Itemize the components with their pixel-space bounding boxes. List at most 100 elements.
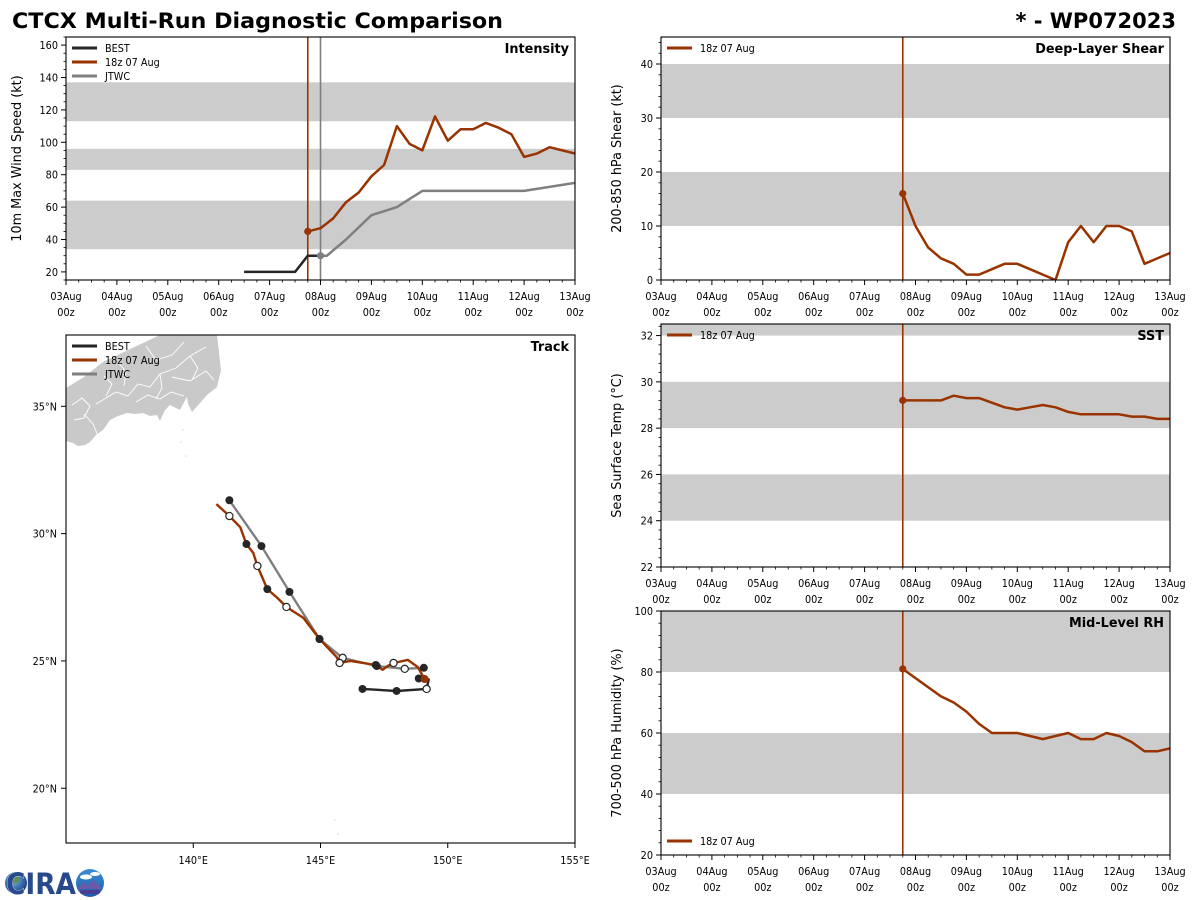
shear-title: Deep-Layer Shear [1035, 42, 1164, 57]
figure-header: CTCX Multi-Run Diagnostic Comparison * -… [12, 9, 1176, 33]
series-line-18z-07-aug [902, 667, 1170, 753]
y-axis-label: Sea Surface Temp (°C) [610, 373, 625, 517]
shear-panel: 03Aug 00z 04Aug 00z 05Aug 00z 06Aug 00z 07Aug 00z… [610, 36, 1186, 319]
legend-item: JTWC [72, 368, 130, 381]
rh-title: Mid-Level RH [1069, 616, 1164, 631]
x-tick-label-date: 03Aug [645, 577, 676, 590]
x-tick-label-hour: 00z [958, 881, 975, 894]
x-tick-label-hour: 00z [1009, 306, 1026, 319]
y-tick-label: 60 [641, 727, 653, 740]
threshold-band [661, 381, 1170, 429]
rh-plot-area [661, 611, 1170, 855]
y-axis-label: 700-500 hPa Humidity (%) [610, 648, 625, 817]
legend-label: JTWC [104, 368, 130, 381]
y-axis-label: 10m Max Wind Speed (kt) [10, 75, 25, 241]
legend-label: BEST [105, 340, 130, 353]
x-tick-label-date: 04Aug [696, 577, 727, 590]
x-tick-label-hour: 00z [1110, 306, 1127, 319]
rh-panel: 03Aug 00z 04Aug 00z 05Aug 00z 06Aug 00z 07Aug 00z… [610, 605, 1186, 894]
x-tick-label-date: 07Aug [849, 290, 880, 303]
x-tick-label: 150°E [433, 854, 462, 867]
x-tick-label-hour: 00z [363, 306, 380, 319]
y-tick-label: 26 [641, 469, 653, 482]
x-tick-label-hour: 00z [1161, 881, 1178, 894]
track-point-18z-07-aug [282, 602, 291, 612]
x-tick-label-hour: 00z [652, 306, 669, 319]
legend-label: 18z 07 Aug [105, 354, 160, 367]
y-tick-label: 40 [641, 788, 653, 801]
x-tick-label-date: 11Aug [1053, 865, 1084, 878]
prefecture-border [171, 370, 215, 382]
y-tick-label: 20 [46, 266, 58, 279]
track-point-best [422, 684, 431, 694]
series-line-jtwc [320, 181, 575, 257]
x-tick-label-hour: 00z [856, 306, 873, 319]
sst-plot-area [661, 324, 1170, 567]
intensity-plot-area [66, 37, 575, 280]
track-axes: 140°E 145°E 150°E 155°E 20°N 25°N 30°N 35°N [33, 401, 590, 867]
rh-legend: 18z 07 Aug [667, 835, 755, 848]
x-tick-label-date: 13Aug [1154, 865, 1185, 878]
y-tick-label: 30 [641, 112, 653, 125]
x-tick-label-date: 12Aug [1103, 865, 1134, 878]
x-tick-label-date: 06Aug [798, 577, 829, 590]
x-tick-label-date: 05Aug [152, 290, 183, 303]
track-point-18z-07-aug [389, 658, 398, 668]
x-tick-label-hour: 00z [159, 306, 176, 319]
x-tick-label-hour: 00z [57, 306, 74, 319]
x-tick-label-date: 07Aug [254, 290, 285, 303]
x-tick-label-date: 05Aug [747, 577, 778, 590]
x-tick-label-hour: 00z [754, 881, 771, 894]
x-tick-label-date: 09Aug [951, 865, 982, 878]
legend-item: 18z 07 Aug [667, 835, 755, 848]
rh-axes: 03Aug 00z 04Aug 00z 05Aug 00z 06Aug 00z 07Aug 00z… [610, 605, 1186, 894]
x-tick-label-date: 05Aug [747, 290, 778, 303]
legend-item: 18z 07 Aug [667, 42, 755, 55]
intensity-axes: 03Aug 00z 04Aug 00z 05Aug 00z 06Aug 00z 07Aug 00z… [10, 36, 591, 319]
intensity-panel: 03Aug 00z 04Aug 00z 05Aug 00z 06Aug 00z 07Aug 00z… [10, 36, 591, 319]
y-tick-label: 160 [40, 40, 58, 53]
prefecture-border [155, 373, 163, 400]
series-line-jtwc [228, 499, 424, 670]
legend-item: 18z 07 Aug [667, 329, 755, 342]
track-point-jtwc [400, 664, 409, 674]
prefecture-border [117, 361, 127, 387]
y-tick-label: 20 [641, 166, 653, 179]
figure-title: CTCX Multi-Run Diagnostic Comparison [12, 9, 503, 33]
x-tick-label-hour: 00z [1161, 306, 1178, 319]
series-line-18z-07-aug [307, 115, 575, 233]
track-point-18z-07-aug [253, 561, 262, 571]
x-tick-label-date: 06Aug [798, 290, 829, 303]
x-tick-label-date: 08Aug [305, 290, 336, 303]
track-point-jtwc [257, 542, 266, 551]
x-tick-label-hour: 00z [1110, 881, 1127, 894]
x-tick-label-date: 13Aug [559, 290, 590, 303]
x-tick-label-hour: 00z [805, 881, 822, 894]
y-axis-label: 200-850 hPa Shear (kt) [610, 84, 625, 233]
y-tick-label: 0 [647, 274, 653, 287]
islet [180, 441, 182, 443]
x-tick-label-date: 08Aug [900, 577, 931, 590]
logo-text: CIRA [6, 867, 76, 900]
y-tick-label: 20 [641, 849, 653, 862]
legend-item: 18z 07 Aug [72, 56, 160, 69]
y-tick-label: 25°N [33, 655, 57, 668]
x-tick-label-hour: 00z [108, 306, 125, 319]
x-tick-label-hour: 00z [1059, 306, 1076, 319]
x-tick-label-date: 04Aug [101, 290, 132, 303]
x-tick-label-hour: 00z [703, 593, 720, 606]
start-marker-18z-07-aug [304, 227, 312, 235]
x-tick-label-date: 05Aug [747, 865, 778, 878]
series-line-18z-07-aug [902, 394, 1170, 421]
storm-id: * - WP072023 [1015, 9, 1176, 33]
legend-label: 18z 07 Aug [700, 835, 755, 848]
x-tick-label-hour: 00z [464, 306, 481, 319]
track-point-jtwc [225, 496, 234, 505]
x-tick-label-hour: 00z [754, 593, 771, 606]
x-tick-label-hour: 00z [261, 306, 278, 319]
track-title: Track [531, 340, 570, 355]
track-point-jtwc [285, 587, 294, 596]
x-tick-label-hour: 00z [856, 881, 873, 894]
x-tick-label-hour: 00z [1059, 593, 1076, 606]
